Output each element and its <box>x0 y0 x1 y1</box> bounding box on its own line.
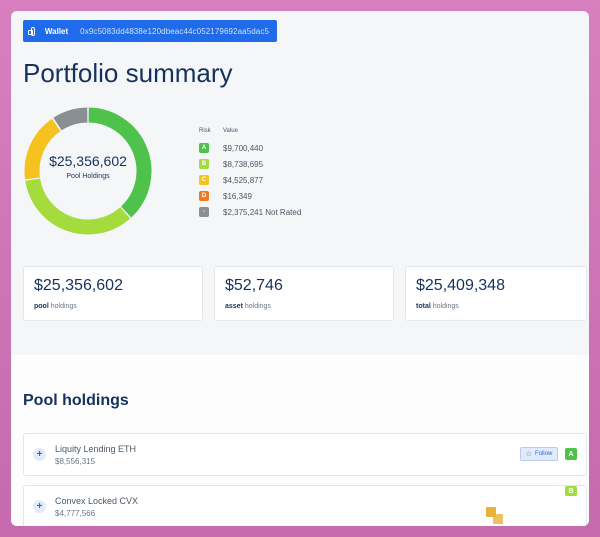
legend-row: B $8,738,695 <box>199 156 301 172</box>
legend-header: Risk Value <box>199 128 301 134</box>
stat-caption: asset holdings <box>225 303 271 310</box>
portfolio-card: Wallet 0x9c5083dd4838e120dbeac44c0521796… <box>11 11 589 526</box>
donut-segment-a <box>88 107 152 218</box>
watermark-logo-icon <box>486 506 504 525</box>
donut-segment-b <box>25 178 131 235</box>
wallet-label: Wallet <box>44 26 69 36</box>
pool-row-liquity[interactable]: + Liquity Lending ETH $8,556,315 ☆ Follo… <box>23 433 587 476</box>
pool-value: $4,777,566 <box>55 509 96 518</box>
legend-value: $4,525,877 <box>223 175 264 185</box>
follow-button[interactable]: ☆ Follow <box>520 447 558 461</box>
risk-badge-a: A <box>565 448 577 460</box>
follow-label: Follow <box>534 451 553 457</box>
stat-amount: $25,409,348 <box>416 277 505 294</box>
risk-donut-chart: $25,356,602 Pool Holdings <box>23 106 153 236</box>
legend-value-header: Value <box>223 128 238 134</box>
stat-asset-holdings: $52,746 asset holdings <box>214 266 394 321</box>
risk-badge-c: C <box>199 175 209 185</box>
pool-name: Liquity Lending ETH <box>55 444 137 454</box>
watermark-text: 金色财经 <box>508 508 573 525</box>
wallet-address[interactable]: 0x9c5083dd4838e120dbeac44c052179692aa5da… <box>80 26 269 36</box>
risk-legend: Risk Value A $9,700,440 B $8,738,695 C $… <box>199 128 301 220</box>
legend-value: $2,375,241 Not Rated <box>223 207 302 217</box>
donut-segment-c <box>24 118 61 180</box>
stat-amount: $25,356,602 <box>34 277 123 294</box>
expand-plus-icon[interactable]: + <box>33 500 46 513</box>
pool-holdings-section: Pool holdings + Liquity Lending ETH $8,5… <box>11 355 589 526</box>
page-title: Portfolio summary <box>23 58 233 88</box>
wallet-icon <box>27 26 35 36</box>
stat-pool-holdings: $25,356,602 pool holdings <box>23 266 203 321</box>
legend-risk-header: Risk <box>199 128 211 134</box>
section-title: Pool holdings <box>23 392 129 409</box>
legend-row: D $16,349 <box>199 188 301 204</box>
donut-label: Pool Holdings <box>66 173 110 180</box>
pool-row-convex[interactable]: + Convex Locked CVX $4,777,566 B <box>23 485 587 526</box>
legend-row: A $9,700,440 <box>199 140 301 156</box>
watermark: 金色财经 <box>486 505 572 526</box>
donut-center: $25,356,602 Pool Holdings <box>23 153 153 180</box>
wallet-address-bar[interactable]: Wallet 0x9c5083dd4838e120dbeac44c0521796… <box>23 20 277 42</box>
expand-plus-icon[interactable]: + <box>33 448 46 461</box>
risk-badge-b: B <box>565 486 577 496</box>
pool-value: $8,556,315 <box>55 457 96 466</box>
donut-total: $25,356,602 <box>49 153 127 169</box>
risk-badge-b: B <box>199 159 209 169</box>
risk-badge-d: D <box>199 191 209 201</box>
stat-caption: pool holdings <box>34 303 77 310</box>
stat-caption: total holdings <box>416 303 459 310</box>
pool-name: Convex Locked CVX <box>55 496 139 506</box>
stat-amount: $52,746 <box>225 277 283 294</box>
star-icon: ☆ <box>525 451 532 458</box>
donut-svg <box>24 107 152 235</box>
legend-value: $9,700,440 <box>223 143 264 153</box>
risk-badge-unrated: - <box>199 207 209 217</box>
legend-row: C $4,525,877 <box>199 172 301 188</box>
risk-badge-a: A <box>199 143 209 153</box>
legend-value: $8,738,695 <box>223 159 264 169</box>
donut-segment-unrated <box>53 107 88 131</box>
legend-row: - $2,375,241 Not Rated <box>199 204 301 220</box>
legend-value: $16,349 <box>223 191 252 201</box>
stat-total-holdings: $25,409,348 total holdings <box>405 266 587 321</box>
